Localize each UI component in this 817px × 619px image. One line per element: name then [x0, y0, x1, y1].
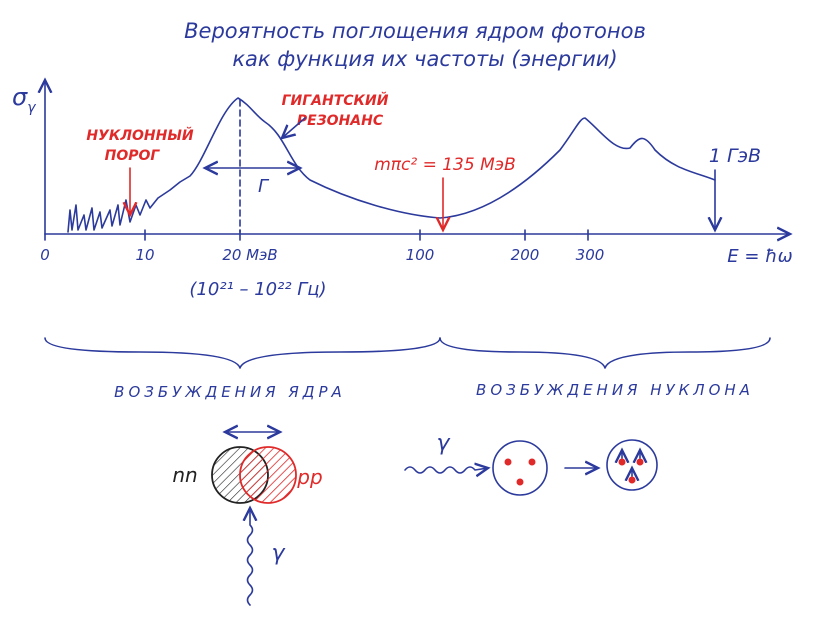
region-label: ВОЗБУЖДЕНИЯ ЯДРА — [114, 383, 346, 401]
pion-label: mπc² = 135 МэВ — [374, 155, 516, 175]
region-label: ВОЗБУЖДЕНИЯ НУКЛОНА — [476, 381, 754, 399]
photon-wave — [248, 508, 253, 606]
tick-label: 300 — [576, 246, 605, 264]
resonance-label: ГИГАНТСКИЙ — [282, 92, 389, 109]
frequency-range: (10²¹ – 10²² Гц) — [189, 279, 326, 300]
neutrons-label: nn — [172, 463, 197, 487]
protons-label: pp — [296, 465, 322, 489]
y-symbol: σ — [12, 83, 28, 111]
threshold-label: НУКЛОННЫЙ — [86, 127, 193, 144]
y-axis-label: σγ — [12, 83, 36, 116]
nucleon — [606, 439, 658, 491]
tick-label: 100 — [406, 246, 435, 264]
absorption-curve — [67, 97, 716, 233]
brace — [439, 337, 771, 369]
quark — [636, 458, 644, 466]
tick-label: 10 — [135, 246, 154, 264]
tick-label: 200 — [511, 246, 540, 264]
quark — [628, 476, 636, 484]
photon-label: γ — [271, 541, 285, 566]
tick-label: 0 — [40, 246, 50, 264]
y-sub: γ — [27, 100, 36, 116]
resonance-arrow — [282, 117, 306, 138]
threshold-label: ПОРОГ — [105, 148, 161, 164]
quark — [516, 478, 524, 486]
resonance-label: РЕЗОНАНС — [297, 113, 384, 129]
tick-label: 20 МэВ — [222, 246, 277, 264]
width-label: Γ — [258, 176, 270, 197]
gev-label: 1 ГэВ — [709, 145, 761, 167]
proton-sphere — [239, 446, 297, 504]
x-axis-label: E = ħω — [727, 246, 792, 267]
title-line: как функция их частоты (энергии) — [232, 47, 617, 71]
quark — [528, 458, 536, 466]
title-line: Вероятность поглощения ядром фотонов — [184, 19, 646, 43]
quark — [618, 458, 626, 466]
brace — [44, 337, 441, 369]
photon-label: γ — [436, 431, 450, 456]
nucleon — [492, 440, 548, 496]
quark — [504, 458, 512, 466]
photon-wave — [404, 467, 488, 473]
